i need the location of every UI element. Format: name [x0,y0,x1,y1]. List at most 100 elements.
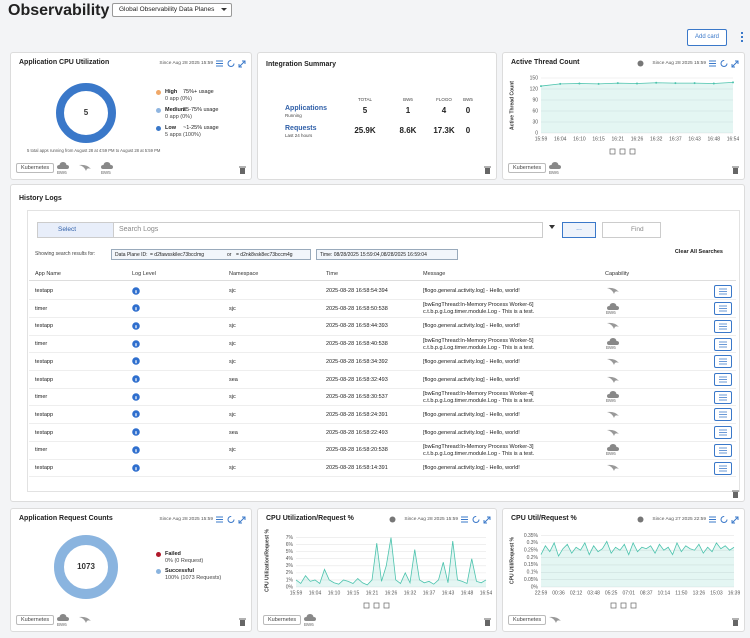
row-rule [29,370,736,371]
y-tick-label: 0% [286,584,294,590]
settings-icon [709,60,716,67]
row-action[interactable] [714,355,732,369]
delete-icon [484,166,491,174]
time: 2025-08-28 16:58:40:538 [326,341,388,348]
info-stem [135,448,137,452]
showing-label: Showing search results for: [35,251,96,257]
x-tick-label: 15:03 [710,590,723,596]
info-stem [135,413,137,417]
lid [732,618,739,620]
x-tick-label: 00:36 [552,590,565,596]
x-tick-label: 22:59 [535,590,548,596]
search-input[interactable]: Search Logs [113,222,543,238]
row-action[interactable] [714,408,732,422]
point [674,82,677,85]
row-action[interactable] [714,373,732,386]
capability-label: BW5 [101,170,111,175]
card-title: Application Request Counts [19,515,113,522]
namespace: sea [229,429,238,436]
y-axis-label: CPU Utilization/Request % [264,529,270,592]
line-chart: 0%0.05%0.1% 0.15%0.2%0.25% 0.3%0.35% 22:59 0… [509,533,740,597]
x-tick-label: 16:48 [708,136,721,142]
find-input[interactable]: Find [602,222,661,238]
donut-segment [56,83,116,143]
namespace: sjc [229,341,236,348]
y-tick-label: 0.25% [524,548,539,554]
info [637,516,644,523]
x-tick-label: 16:48 [461,590,474,596]
flogo-icon [607,358,619,365]
x-tick-label: 15:59 [290,590,303,596]
namespace: sjc [229,394,236,401]
since: Since Aug 28 2025 15:59 [159,517,213,522]
search-caret [549,225,555,229]
row-action[interactable] [714,390,732,404]
flogo-icon [79,616,91,623]
donut-segment [54,535,118,599]
point [636,82,638,85]
cloud [57,614,69,621]
list-icon [719,411,727,418]
row-action[interactable] [714,461,732,475]
row-rule [29,334,736,336]
lid [732,490,739,492]
y-axis-label: CPU Util/Request % [509,536,515,584]
legend-swatch [156,569,161,574]
point [578,82,581,85]
bw-icon [57,614,69,621]
more-button[interactable]: ... [562,222,596,238]
log-level-icon [132,463,140,472]
cloud [304,614,316,621]
history-logs-card: History Logs Select Search Logs... Find Show… [10,184,745,502]
x-tick-label: 16:21 [366,590,379,596]
message: [bwEngThread:In-Memory Process Worker-5]… [423,337,535,351]
row-action[interactable] [714,426,732,440]
legend-detail: 0% (0 Request) [165,558,204,564]
refresh-icon [227,516,235,523]
cpu-utilization-card: Application CPU Utilization Since Aug 28 … [10,52,252,180]
filter-time: Time: 08/28/2025 15:59:04,08/28/2025 16:… [320,251,427,258]
capability: BW6 [606,309,616,315]
tag: Kubernetes [508,615,547,625]
x-tick-label: 11:50 [675,590,687,596]
info-stem [135,395,137,399]
message: [flogo.general.activity.log] - Hello, wo… [423,465,520,471]
bird [607,287,619,294]
filter-or: or [227,251,232,258]
column-header: FLOGO [436,97,452,102]
card-title: CPU Utilization/Request % [266,515,354,522]
log-level-icon [132,357,140,366]
clear-searches[interactable]: Clear All Searches [674,249,723,255]
list-icon [719,358,727,365]
info-stem [135,289,137,293]
settings-icon [709,516,716,523]
point [559,82,562,85]
column-header: App Name [35,271,61,277]
delete-icon [732,490,739,498]
app-name: timer [35,305,48,312]
scope-label: Global Observability Data Planes [119,6,215,13]
legend-name: Low [165,125,176,131]
row-action[interactable] [714,319,732,333]
row-action[interactable] [714,443,732,457]
line [540,540,735,558]
row-action[interactable] [714,302,732,316]
app-name: timer [35,447,48,454]
more-menu[interactable] [741,32,745,42]
card-tools [461,516,491,524]
add-card-button[interactable]: Add card [687,29,727,46]
flogo-icon [607,411,619,418]
legend-swatch [156,126,161,131]
scope-dropdown[interactable]: Global Observability Data Planes [112,3,232,17]
row-action[interactable] [714,337,732,351]
time: 2025-08-28 16:58:50:538 [326,305,388,312]
app-name: testapp [35,411,54,418]
row-action[interactable] [714,284,732,298]
zoom-tool [609,148,616,155]
select-dropdown[interactable]: Select [37,222,114,238]
card-title: Application CPU Utilization [19,59,110,66]
card-tools [709,516,739,524]
integration-summary-card: Integration Summary TOTAL BW6 FLOGO BW5 Appli… [257,52,497,180]
bird [607,358,619,365]
column-header: TOTAL [357,97,373,102]
